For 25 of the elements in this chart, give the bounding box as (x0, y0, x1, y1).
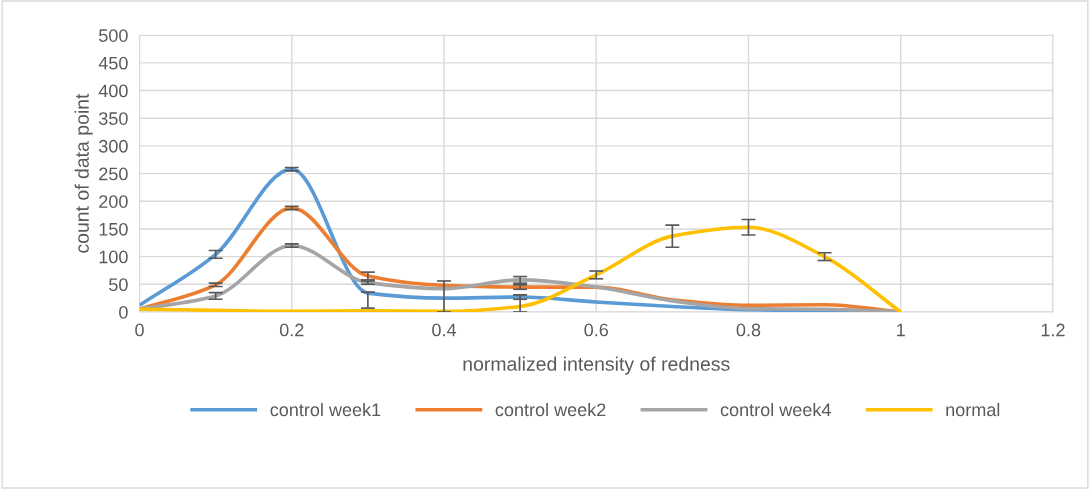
x-axis-title: normalized intensity of redness (463, 356, 730, 375)
y-tick-label: 200 (99, 195, 128, 208)
line-series (139, 225, 903, 312)
x-tick-label: 0.4 (432, 323, 457, 337)
x-tick-label: 1 (897, 323, 905, 337)
y-tick-label: 450 (98, 56, 128, 70)
y-tick-label: 400 (98, 84, 128, 98)
x-tick-label: 0 (135, 323, 144, 337)
x-tick-label: 1.2 (1041, 323, 1065, 337)
x-tick-label: 0.6 (584, 323, 608, 337)
y-tick-label: 150 (99, 222, 128, 236)
y-tick-label: 50 (109, 278, 128, 292)
y-tick-label: 300 (98, 139, 128, 153)
x-tick-label: 0.8 (736, 323, 761, 337)
legend-label: control week1 (270, 402, 381, 417)
y-tick-label: 350 (98, 112, 128, 125)
y-tick-label: 0 (119, 305, 128, 319)
legend-label: control week2 (495, 402, 606, 417)
legend-label: normal (946, 402, 1000, 417)
legend-label: control week4 (720, 402, 831, 417)
y-tick-label: 250 (99, 167, 128, 181)
y-tick-label: 500 (99, 29, 128, 42)
y-axis-title: count of data point (74, 93, 93, 253)
x-tick-label: 0.2 (279, 323, 304, 337)
y-tick-label: 100 (99, 250, 128, 264)
